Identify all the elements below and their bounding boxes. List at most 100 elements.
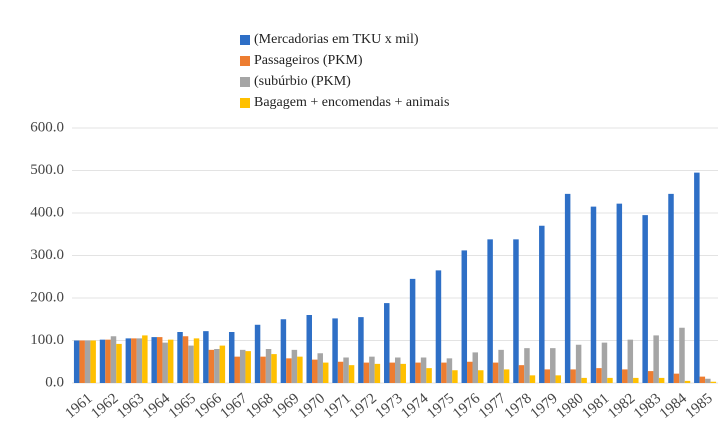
- bar: [228, 332, 235, 383]
- bar: [234, 356, 240, 383]
- bar: [182, 336, 189, 383]
- bar: [280, 319, 287, 383]
- x-tick-label: 1971: [321, 390, 354, 422]
- bar: [136, 338, 143, 383]
- x-tick-label: 1974: [398, 390, 432, 422]
- x-tick-label: 1961: [62, 390, 95, 422]
- y-tick-label: 400.0: [30, 204, 64, 220]
- x-tick-label: 1972: [347, 390, 380, 422]
- bar: [420, 357, 427, 383]
- bar: [658, 377, 665, 383]
- bar: [684, 380, 691, 383]
- x-tick-label: 1975: [424, 390, 457, 422]
- bar: [317, 353, 323, 383]
- bar: [409, 278, 416, 383]
- bar: [415, 362, 421, 383]
- bar: [679, 327, 685, 383]
- legend-label: Passageiros (PKM): [254, 53, 363, 68]
- bar: [271, 354, 277, 383]
- x-tick-label: 1968: [243, 390, 276, 422]
- bar: [369, 356, 375, 383]
- bar: [694, 172, 700, 383]
- bar: [498, 349, 504, 383]
- bar: [426, 368, 432, 383]
- bar: [99, 339, 106, 383]
- bar: [478, 370, 484, 383]
- bar: [647, 371, 654, 383]
- bar: [311, 359, 318, 383]
- bar: [363, 362, 370, 383]
- bar: [374, 363, 381, 383]
- bar: [142, 335, 148, 383]
- bar: [208, 349, 215, 383]
- x-tick-label: 1970: [295, 390, 328, 422]
- x-tick-label: 1969: [269, 390, 302, 422]
- bar: [84, 340, 91, 383]
- bar: [322, 362, 329, 383]
- bar: [627, 339, 634, 383]
- bar: [254, 324, 261, 383]
- bar: [581, 377, 587, 383]
- x-tick-label: 1966: [192, 390, 226, 422]
- bar: [616, 203, 623, 383]
- bar: [214, 349, 220, 383]
- bar: [395, 357, 401, 383]
- bar: [265, 349, 272, 383]
- bar: [343, 357, 349, 383]
- bar: [245, 351, 251, 383]
- legend-label: (subúrbio (PKM): [254, 74, 351, 89]
- bar: [710, 381, 717, 383]
- bar: [332, 318, 338, 383]
- x-tick-label: 1982: [605, 390, 638, 422]
- x-tick-label: 1977: [476, 390, 510, 422]
- bar: [125, 338, 132, 383]
- bar: [162, 342, 168, 383]
- bar: [699, 376, 706, 383]
- bar: [219, 345, 226, 383]
- bar: [286, 358, 292, 383]
- bar: [492, 362, 499, 383]
- y-tick-label: 300.0: [30, 247, 64, 263]
- bar: [575, 344, 582, 383]
- bar: [601, 342, 608, 383]
- bar: [105, 339, 111, 383]
- bar: [705, 378, 711, 383]
- x-tick-label: 1980: [553, 390, 586, 422]
- x-tick-label: 1976: [450, 390, 484, 422]
- x-tick-label: 1973: [373, 390, 406, 422]
- bar: [389, 362, 395, 383]
- bar: [544, 369, 551, 383]
- bar: [177, 332, 183, 383]
- bar: [291, 349, 298, 383]
- bar: [607, 377, 613, 383]
- y-tick-label: 500.0: [30, 162, 64, 178]
- bar: [151, 337, 157, 383]
- bar: [79, 340, 85, 383]
- bar: [461, 250, 468, 383]
- bar: [297, 356, 303, 383]
- x-tick-label: 1964: [140, 390, 174, 422]
- bar: [358, 317, 364, 383]
- bar: [673, 373, 680, 383]
- bar: [452, 370, 458, 383]
- bar: [156, 337, 163, 383]
- bar: [653, 335, 659, 383]
- bar: [633, 377, 639, 383]
- bar: [239, 349, 246, 383]
- x-tick-label: 1978: [502, 390, 535, 422]
- x-tick-label: 1965: [166, 390, 199, 422]
- bar: [90, 340, 96, 383]
- bar: [550, 348, 556, 383]
- x-tick-label: 1983: [631, 390, 664, 422]
- bar: [570, 369, 576, 383]
- y-tick-label: 100.0: [30, 332, 64, 348]
- bar: [446, 358, 453, 383]
- x-tick-label: 1984: [657, 390, 691, 422]
- bar: [400, 363, 406, 383]
- x-tick-label: 1963: [114, 390, 147, 422]
- bar: [487, 239, 493, 383]
- legend-swatch: [240, 98, 250, 108]
- bar: [110, 336, 117, 383]
- bar: [622, 369, 628, 383]
